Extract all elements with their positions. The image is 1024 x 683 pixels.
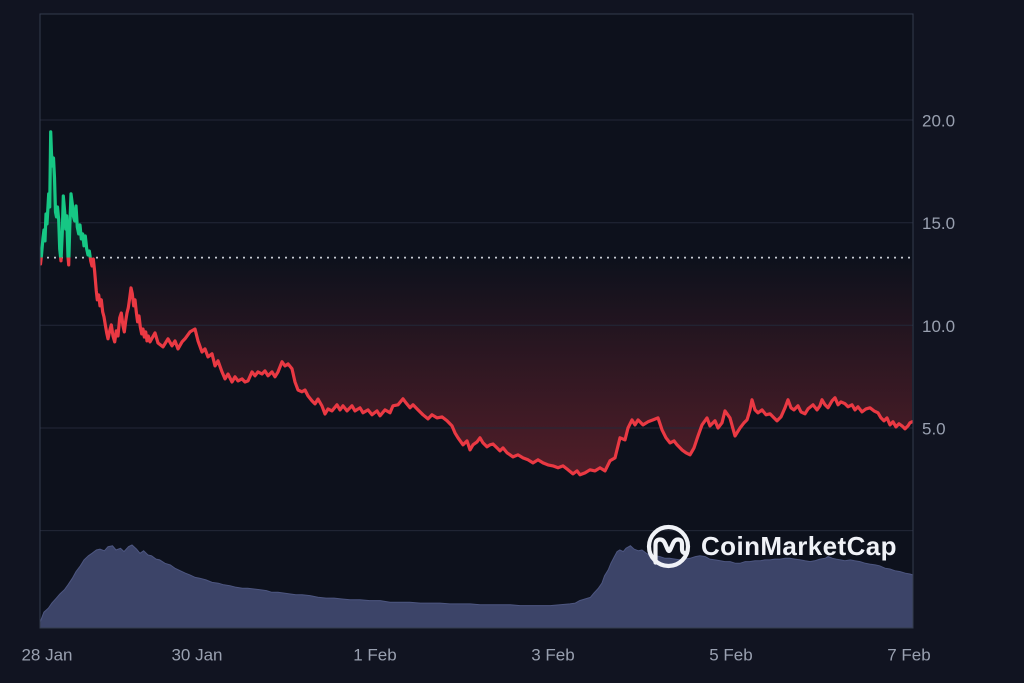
x-axis-label: 1 Feb: [353, 646, 396, 665]
x-axis-label: 28 Jan: [21, 646, 72, 665]
y-axis-label: 20.0: [922, 112, 955, 131]
x-axis-label: 30 Jan: [171, 646, 222, 665]
x-axis-label: 3 Feb: [531, 646, 574, 665]
y-axis-label: 15.0: [922, 214, 955, 233]
watermark-brand-text: CoinMarketCap: [701, 531, 897, 561]
x-axis-label: 7 Feb: [887, 646, 930, 665]
y-axis-label: 5.0: [922, 419, 946, 438]
volume-area-top-edge: [39, 544, 913, 622]
price-line-down: [40, 257, 913, 477]
x-axis-label: 5 Feb: [709, 646, 752, 665]
price-area-below-baseline: [40, 257, 913, 475]
coinmarketcap-watermark: CoinMarketCap: [645, 523, 897, 570]
y-axis-label: 10.0: [922, 317, 955, 336]
chart-frame: [39, 13, 914, 629]
coinmarketcap-logo-icon: [646, 524, 691, 569]
volume-area: [40, 545, 914, 628]
